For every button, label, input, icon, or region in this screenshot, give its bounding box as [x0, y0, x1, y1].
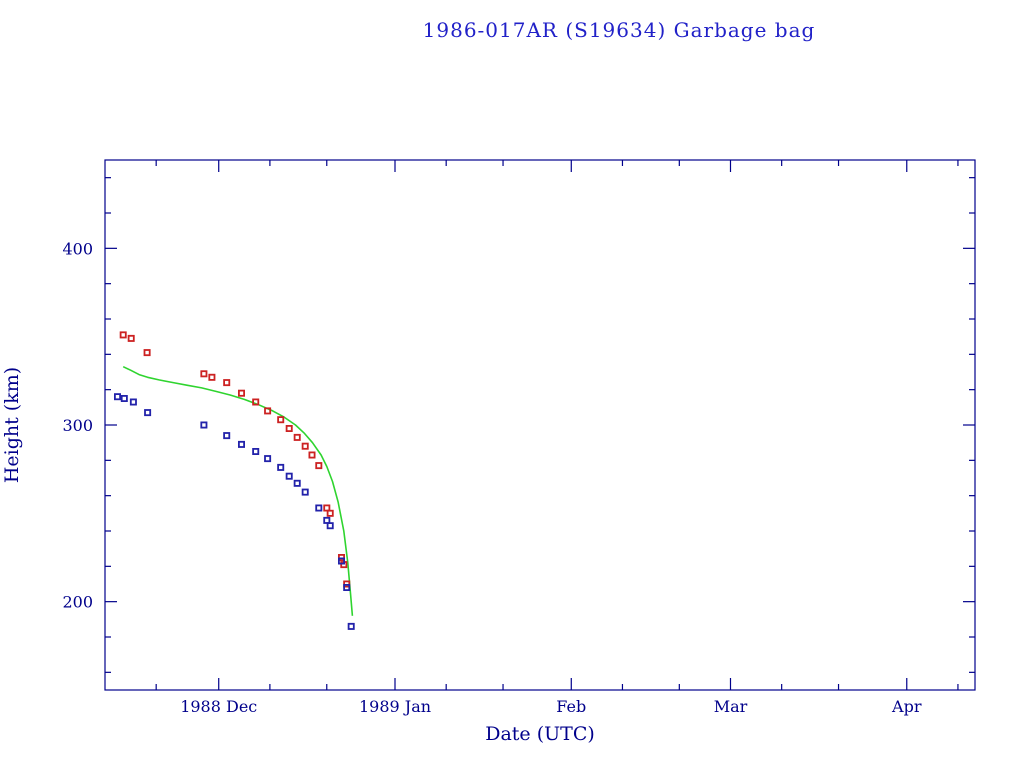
marker-perigee-height — [315, 504, 323, 512]
marker-perigee-height — [293, 479, 301, 487]
marker-perigee-height — [223, 432, 231, 440]
marker-apogee-height — [293, 433, 301, 441]
marker-perigee-height — [237, 440, 245, 448]
marker-perigee-height — [252, 447, 260, 455]
x-tick-label: Mar — [714, 697, 748, 716]
marker-perigee-height — [114, 393, 122, 401]
chart-title: 1986-017AR (S19634) Garbage bag — [423, 18, 816, 42]
x-tick-label: Feb — [556, 697, 586, 716]
marker-perigee-height — [264, 455, 272, 463]
marker-apogee-height — [223, 379, 231, 387]
marker-apogee-height — [208, 373, 216, 381]
marker-apogee-height — [301, 442, 309, 450]
marker-perigee-height — [337, 557, 345, 565]
plot-area: 1988 Dec 1989 Jan Feb Mar Apr 200 300 400 — [62, 159, 976, 716]
marker-apogee-height — [143, 349, 151, 357]
marker-apogee-height — [285, 424, 293, 432]
marker-apogee-height — [237, 389, 245, 397]
y-axis-label: Height (km) — [1, 367, 23, 483]
marker-apogee-height — [200, 370, 208, 378]
x-tick-label: Apr — [891, 697, 922, 716]
marker-perigee-height — [347, 622, 355, 630]
y-tick-label: 300 — [62, 416, 93, 435]
marker-perigee-height — [285, 472, 293, 480]
marker-apogee-height — [252, 398, 260, 406]
marker-perigee-height — [200, 421, 208, 429]
series-line-mean-height — [122, 365, 354, 616]
axis-frame — [104, 159, 976, 691]
marker-apogee-height — [326, 509, 334, 517]
marker-perigee-height — [301, 488, 309, 496]
marker-apogee-height — [127, 334, 135, 342]
x-tick-label: 1989 Jan — [359, 697, 431, 716]
y-tick-label: 200 — [62, 593, 93, 612]
marker-perigee-height — [120, 394, 128, 402]
marker-perigee-height — [277, 463, 285, 471]
y-tick-label: 400 — [62, 239, 93, 258]
marker-apogee-height — [264, 407, 272, 415]
marker-apogee-height — [308, 451, 316, 459]
x-axis-label: Date (UTC) — [485, 723, 595, 745]
marker-perigee-height — [144, 409, 152, 417]
marker-perigee-height — [129, 398, 137, 406]
marker-apogee-height — [119, 331, 127, 339]
marker-apogee-height — [315, 462, 323, 470]
marker-apogee-height — [277, 416, 285, 424]
marker-perigee-height — [326, 522, 334, 530]
x-tick-label: 1988 Dec — [180, 697, 257, 716]
marker-perigee-height — [343, 584, 351, 592]
